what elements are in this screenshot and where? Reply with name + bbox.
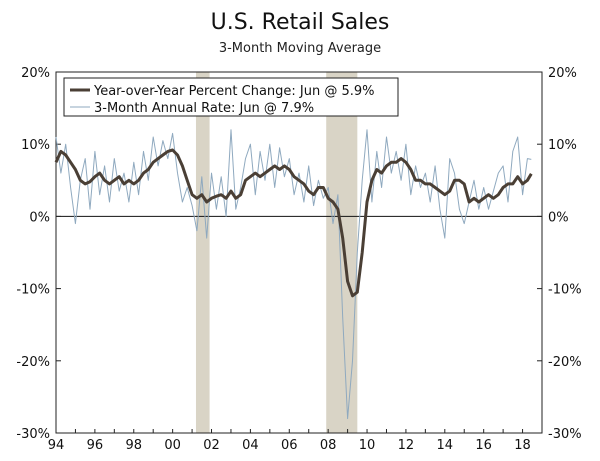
x-tick-label: 94 <box>48 438 65 453</box>
y-tick-label-right: -10% <box>548 283 582 298</box>
legend-label-annual-rate: 3-Month Annual Rate: Jun @ 7.9% <box>94 101 314 116</box>
x-tick-label: 16 <box>475 438 492 453</box>
x-tick-label: 08 <box>320 438 337 453</box>
y-tick-label-left: 20% <box>21 66 50 81</box>
y-tick-label-right: 10% <box>548 138 577 153</box>
x-tick-label: 12 <box>398 438 415 453</box>
chart-subtitle: 3-Month Moving Average <box>218 41 382 56</box>
x-tick-label: 00 <box>164 438 181 453</box>
recession-band-1 <box>326 72 358 433</box>
y-tick-label-left: -20% <box>16 355 50 370</box>
y-tick-label-left: 0% <box>29 210 50 225</box>
x-tick-label: 06 <box>281 438 298 453</box>
y-axis-ticks: 20% 20% 10% 10% 0% 0% -10% -10% -20% -20% -30% -30% <box>16 66 581 442</box>
y-tick-label-right: 20% <box>548 66 577 81</box>
x-tick-label: 04 <box>242 438 259 453</box>
legend: Year-over-Year Percent Change: Jun @ 5.9… <box>63 77 399 117</box>
x-tick-label: 02 <box>203 438 220 453</box>
y-tick-label-right: -20% <box>548 355 582 370</box>
chart-title: U.S. Retail Sales <box>210 10 390 35</box>
legend-label-yoy: Year-over-Year Percent Change: Jun @ 5.9… <box>93 84 375 99</box>
y-tick-label-left: -10% <box>16 283 50 298</box>
y-tick-label-right: 0% <box>548 210 569 225</box>
y-tick-label-right: -30% <box>548 427 582 442</box>
x-tick-label: 18 <box>514 438 531 453</box>
y-tick-label-left: 10% <box>21 138 50 153</box>
series-lines <box>54 129 533 420</box>
series-line-yoy <box>54 148 533 298</box>
x-axis-ticks: 94 96 98 00 02 04 06 08 10 12 14 16 18 <box>48 429 543 453</box>
series-line-annual-rate <box>55 129 532 420</box>
x-tick-label: 96 <box>87 438 104 453</box>
legend-box <box>63 77 399 117</box>
plot-frame <box>55 71 543 434</box>
x-tick-label: 10 <box>359 438 376 453</box>
recession-band-0 <box>195 72 210 433</box>
x-tick-label: 98 <box>125 438 142 453</box>
recession-shading <box>195 72 358 433</box>
y-tick-label-left: -30% <box>16 427 50 442</box>
x-tick-label: 14 <box>437 438 454 453</box>
